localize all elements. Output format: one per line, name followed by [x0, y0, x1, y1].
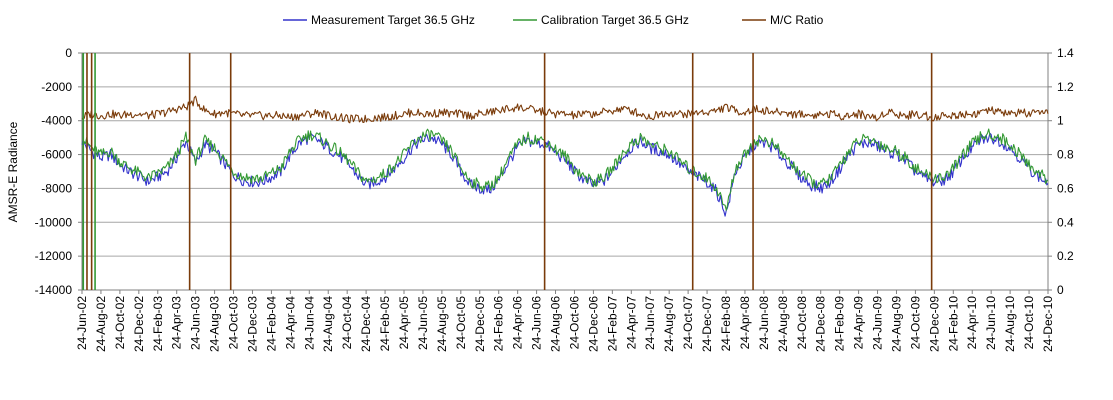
- x-tick-label: 24-Jun-04: [302, 296, 316, 350]
- x-tick-label: 24-Dec-06: [586, 296, 600, 352]
- x-tick-label: 24-Dec-10: [1041, 296, 1055, 352]
- x-tick-label: 24-Apr-06: [511, 296, 525, 350]
- series-line-0: [81, 132, 1049, 217]
- x-tick-label: 24-Dec-09: [927, 296, 941, 352]
- y2-tick-label: 1.2: [1057, 80, 1074, 94]
- x-tick-label: 24-Dec-07: [700, 296, 714, 352]
- x-tick-label: 24-Jun-03: [189, 296, 203, 350]
- x-tick-label: 24-Aug-06: [549, 296, 563, 352]
- x-tick-label: 24-Oct-08: [795, 296, 809, 350]
- x-tick-label: 24-Dec-02: [132, 296, 146, 352]
- x-tick-label: 24-Feb-03: [151, 296, 165, 352]
- x-tick-label: 24-Apr-05: [397, 296, 411, 350]
- x-tick-label: 24-Feb-09: [833, 296, 847, 352]
- x-tick-label: 24-Apr-10: [965, 296, 979, 350]
- axes: [78, 52, 1052, 294]
- x-tick-label: 24-Jun-10: [984, 296, 998, 350]
- x-tick-label: 24-Jun-02: [75, 296, 89, 350]
- series-line-2: [81, 95, 1049, 124]
- x-tick-label: 24-Aug-05: [435, 296, 449, 352]
- x-tick-label: 24-Dec-08: [814, 296, 828, 352]
- x-tick-label: 24-Aug-02: [94, 296, 108, 352]
- x-tick-label: 24-Jun-08: [757, 296, 771, 350]
- y2-tick-label: 1: [1057, 114, 1064, 128]
- y-tick-label: -4000: [41, 114, 72, 128]
- x-tick-label: 24-Apr-04: [283, 296, 297, 350]
- x-tick-label: 24-Oct-07: [681, 296, 695, 350]
- x-tick-label: 24-Oct-10: [1022, 296, 1036, 350]
- x-tick-label: 24-Feb-10: [946, 296, 960, 352]
- legend-label: Measurement Target 36.5 GHz: [311, 13, 475, 27]
- y2-tick-label: 0: [1057, 283, 1064, 297]
- x-tick-label: 24-Aug-09: [889, 296, 903, 352]
- x-tick-label: 24-Dec-05: [473, 296, 487, 352]
- tick-labels: 0 -2000 -4000 -6000 -8000 -10000 -12000 -14000 1…: [35, 46, 1074, 352]
- x-tick-label: 24-Apr-07: [624, 296, 638, 350]
- x-tick-label: 24-Aug-08: [776, 296, 790, 352]
- y2-tick-label: 0.8: [1057, 148, 1074, 162]
- series-line-1: [81, 128, 1049, 211]
- x-tick-label: 24-Dec-03: [245, 296, 259, 352]
- y-tick-label: -14000: [35, 283, 73, 297]
- x-tick-label: 24-Aug-03: [208, 296, 222, 352]
- x-tick-label: 24-Feb-04: [264, 296, 278, 352]
- x-tick-label: 24-Jun-09: [871, 296, 885, 350]
- x-tick-label: 24-Apr-08: [738, 296, 752, 350]
- y-axis-title: AMSR-E Radiance: [6, 121, 20, 222]
- y2-tick-label: 0.6: [1057, 181, 1074, 195]
- x-tick-label: 24-Feb-08: [719, 296, 733, 352]
- x-tick-label: 24-Feb-07: [605, 296, 619, 352]
- x-tick-label: 24-Jun-05: [416, 296, 430, 350]
- x-tick-label: 24-Oct-06: [567, 296, 581, 350]
- legend: Measurement Target 36.5 GHz Calibration T…: [283, 13, 824, 27]
- legend-label: Calibration Target 36.5 GHz: [541, 13, 689, 27]
- dropout-spikes: [82, 53, 933, 290]
- y2-tick-label: 0.4: [1057, 215, 1074, 229]
- x-tick-label: 24-Oct-03: [227, 296, 241, 350]
- x-tick-label: 24-Jun-06: [530, 296, 544, 350]
- x-tick-label: 24-Dec-04: [359, 296, 373, 352]
- x-tick-label: 24-Oct-04: [340, 296, 354, 350]
- x-tick-label: 24-Aug-04: [321, 296, 335, 352]
- x-tick-label: 24-Oct-05: [454, 296, 468, 350]
- legend-label: M/C Ratio: [770, 13, 824, 27]
- x-tick-label: 24-Feb-05: [378, 296, 392, 352]
- x-tick-label: 24-Aug-10: [1003, 296, 1017, 352]
- x-tick-label: 24-Oct-02: [113, 296, 127, 350]
- x-tick-label: 24-Jun-07: [643, 296, 657, 350]
- y-tick-label: -10000: [35, 215, 73, 229]
- x-tick-label: 24-Apr-03: [170, 296, 184, 350]
- y2-tick-label: 1.4: [1057, 46, 1074, 60]
- y-tick-label: 0: [65, 46, 72, 60]
- y-tick-label: -8000: [41, 181, 72, 195]
- x-tick-label: 24-Apr-09: [852, 296, 866, 350]
- y-tick-label: -12000: [35, 249, 73, 263]
- x-tick-label: 24-Aug-07: [662, 296, 676, 352]
- y-tick-label: -2000: [41, 80, 72, 94]
- y2-tick-label: 0.2: [1057, 249, 1074, 263]
- x-tick-label: 24-Oct-09: [908, 296, 922, 350]
- y-tick-label: -6000: [41, 148, 72, 162]
- series-lines: [81, 95, 1049, 217]
- x-tick-label: 24-Feb-06: [492, 296, 506, 352]
